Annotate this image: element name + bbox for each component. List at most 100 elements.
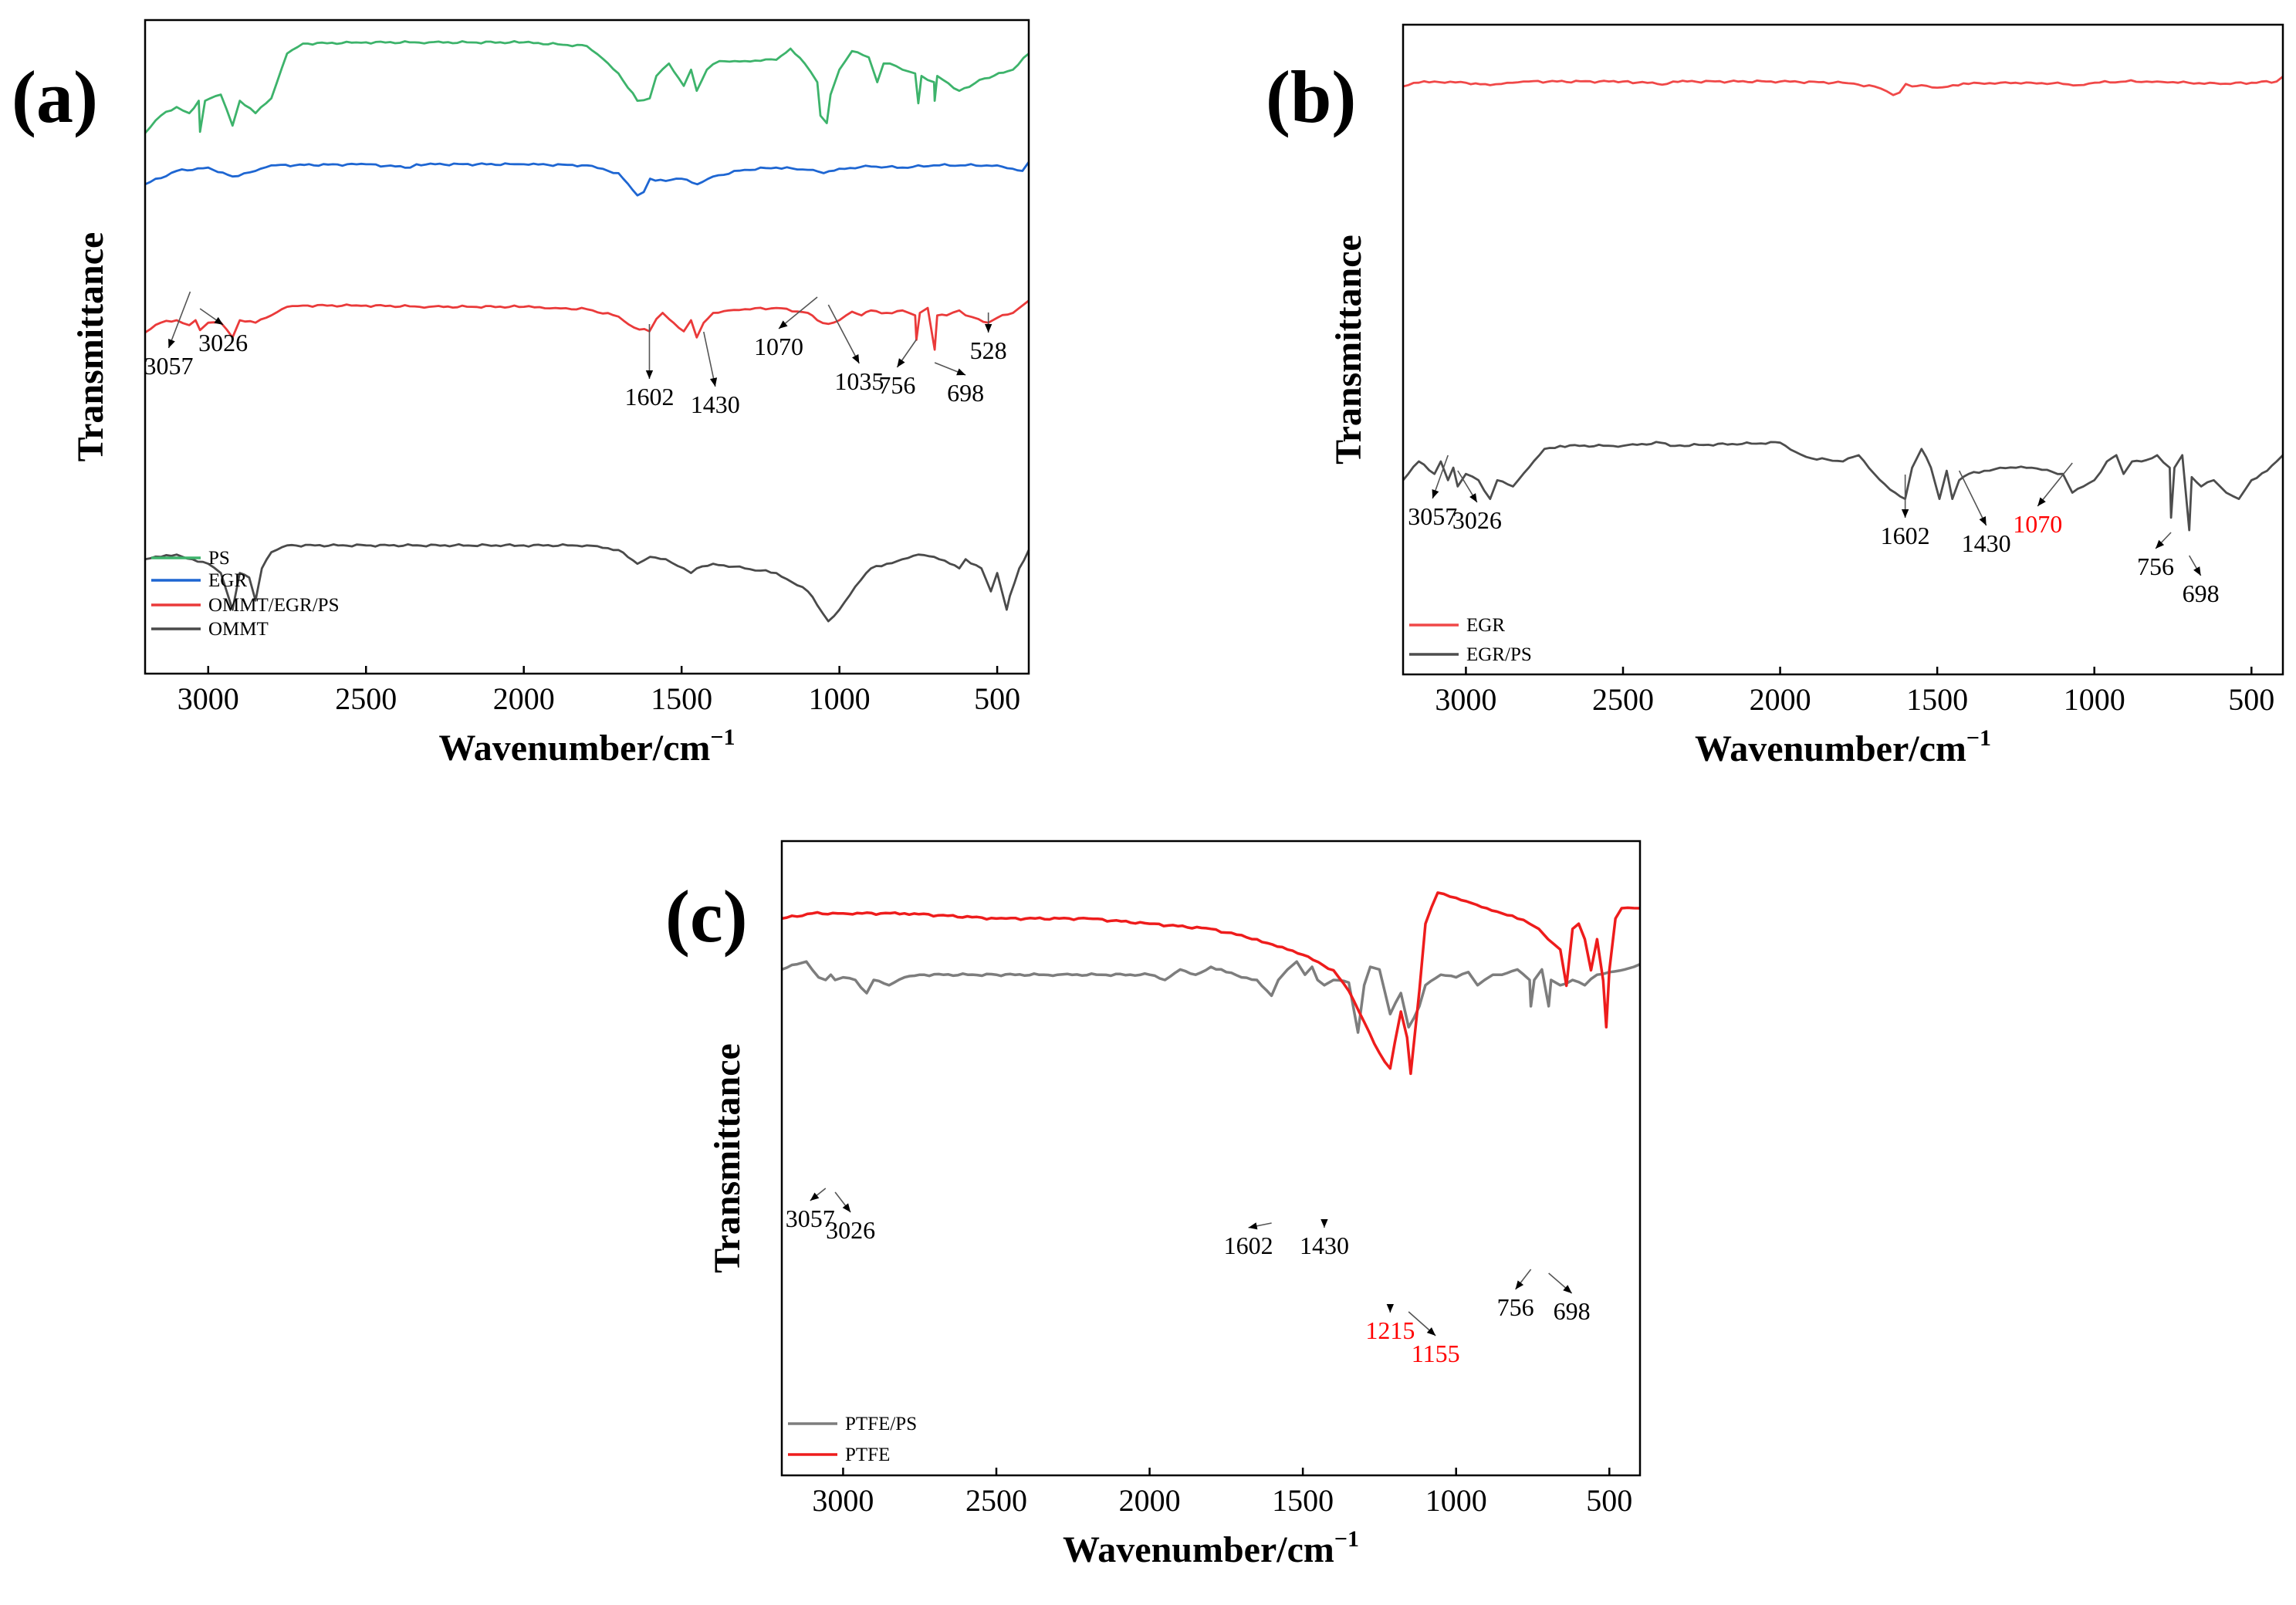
panel-b: (b) 3000 2500 2000 1500 1000 500 Wavenumber/cm−… [1266,23,2284,769]
legend-label: EGR [208,570,247,591]
legend-label: PTFE/PS [845,1414,917,1434]
annotation-label: 1602 [624,383,674,411]
annotation-arrowhead [897,358,905,367]
annotation-label: 3057 [144,352,193,380]
annotation-arrowhead [842,1203,851,1212]
annotation-arrowhead [810,1192,820,1201]
x-tick-label: 3000 [812,1483,874,1518]
annotation-label: 3057 [786,1205,835,1232]
panel-letter: (b) [1266,56,1356,138]
series-line-egr [1402,76,2284,96]
x-axis-title: Wavenumber/cm−1 [1063,1526,1359,1570]
x-tick-label: 2500 [335,681,397,716]
annotation-label: 1070 [754,333,803,360]
annotation-arrowhead [1563,1285,1572,1293]
plot-frame [780,840,1642,1477]
annotation-arrow [1958,470,1987,526]
legend-label: EGR/PS [1466,644,1532,665]
y-axis-title: Transmittance [70,232,111,462]
legend-label: OMMT [208,619,269,640]
annotation-arrowhead [1320,1218,1328,1228]
annotation-label: 3057 [1408,502,1457,530]
annotation-label: 3026 [1452,506,1502,534]
annotation-arrow [2037,462,2073,507]
annotation-arrowhead [1248,1222,1258,1230]
annotation-arrow [167,291,191,349]
annotation-arrowhead [852,354,860,363]
annotation-label: 698 [2183,579,2220,607]
legend-label: PS [208,548,230,569]
annotation-label: 756 [878,371,915,399]
annotation-arrowhead [1901,509,1909,518]
annotation-arrowhead [2193,566,2201,576]
x-tick-label: 1000 [1425,1483,1487,1518]
annotation-label: 698 [1554,1297,1591,1325]
legend-label: EGR [1466,615,1505,636]
x-axis-title: Wavenumber/cm−1 [438,725,735,769]
annotation-arrowhead [645,370,654,379]
series-line-egr-ps [1402,441,2284,532]
annotation-arrowhead [779,320,788,329]
x-tick-label: 2000 [493,681,555,716]
series-line-ommt-egr-ps [144,299,1030,351]
annotation-label: 528 [970,336,1007,364]
annotation-arrowhead [709,377,718,387]
series-line-ptfe-ps [781,960,1641,1034]
panel-letter: (c) [665,875,748,958]
panel-c: (c) 3000 2500 2000 1500 1000 500 Wavenumber/cm−… [665,840,1642,1570]
x-tick-label: 500 [1586,1483,1632,1518]
legend-label: OMMT/EGR/PS [208,595,339,616]
annotation-label: 3026 [826,1216,875,1244]
annotation-arrowhead [956,368,966,376]
annotation-arrow [827,304,861,364]
annotation-label: 756 [1497,1293,1534,1321]
annotation-arrowhead [2156,539,2165,549]
y-axis-title: Transmittance [1328,235,1369,465]
annotation-label: 1215 [1365,1316,1415,1344]
series-line-ps [144,40,1030,134]
y-axis-title: Transmittance [707,1043,748,1273]
x-tick-label: 2500 [1592,682,1654,717]
annotation-arrowhead [1515,1280,1524,1289]
x-tick-label: 2000 [1750,682,1811,717]
annotation-label: 1035 [834,367,884,395]
annotation-label: 1602 [1881,522,1930,549]
annotation-arrowhead [168,339,175,348]
annotation-arrowhead [214,316,224,325]
x-tick-label: 3000 [178,681,239,716]
annotation-arrowhead [1426,1327,1436,1336]
x-tick-label: 1000 [809,681,871,716]
series-line-egr [144,161,1030,197]
annotation-label: 3026 [198,329,248,356]
plot-frame [1402,23,2284,676]
annotation-arrowhead [2037,497,2046,506]
x-tick-label: 500 [2228,682,2274,717]
annotation-label: 1602 [1224,1232,1273,1259]
annotation-arrowhead [1386,1303,1395,1313]
x-tick-label: 1500 [1906,682,1968,717]
legend-label: PTFE [845,1444,890,1465]
annotation-arrowhead [1432,489,1439,498]
annotation-label: 698 [947,379,984,407]
series-line-ptfe [781,891,1641,1076]
annotation-arrowhead [984,323,992,333]
annotation-label: 1430 [1962,529,2011,557]
x-tick-label: 500 [974,681,1020,716]
annotation-label: 756 [2137,552,2174,580]
x-tick-label: 2500 [965,1483,1027,1518]
annotation-arrowhead [1979,516,1987,525]
annotation-label: 1155 [1412,1340,1460,1367]
annotation-label: 1430 [1300,1232,1349,1259]
x-tick-label: 1000 [2064,682,2125,717]
panel-a: (a) 3000 2500 2000 1500 1000 500 Wavenumber/cm−… [12,19,1030,769]
annotation-arrow [703,331,716,387]
annotation-label: 1430 [691,390,740,418]
series-line-ommt [144,542,1030,623]
x-tick-label: 2000 [1119,1483,1181,1518]
x-axis-title: Wavenumber/cm−1 [1695,725,1991,769]
plot-frame [144,19,1030,675]
x-tick-label: 3000 [1435,682,1496,717]
panel-letter: (a) [12,56,98,138]
annotation-arrowhead [1469,493,1477,502]
